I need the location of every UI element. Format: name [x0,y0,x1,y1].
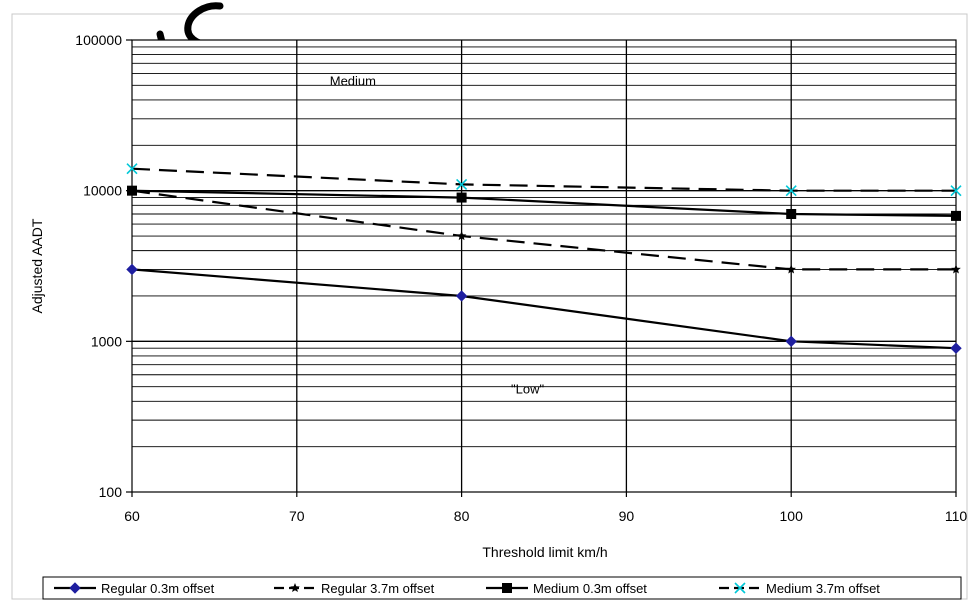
legend-label-4: Medium 3.7m offset [766,581,880,596]
legend-label-2: Regular 3.7m offset [321,581,435,596]
data-point-s3 [127,185,137,196]
data-point-s2 [456,231,467,241]
legend-marker-2 [290,583,300,592]
x-tick-label: 70 [289,508,305,524]
x-axis-title: Threshold limit km/h [482,544,607,560]
y-tick-label: 100 [99,484,123,500]
x-tick-label: 90 [619,508,635,524]
series-line-1 [131,268,957,350]
data-point-s1 [785,335,797,348]
data-point-s1 [950,342,962,354]
grid [126,39,957,497]
legend-marker-3 [502,583,512,593]
y-tick-label: 10000 [83,183,122,199]
annotation-label: Medium [330,73,376,88]
legend-label-3: Medium 0.3m offset [533,581,647,596]
legend-label-1: Regular 0.3m offset [101,581,215,596]
data-point-s4 [950,185,962,197]
series-lines [131,167,957,350]
data-point-s2 [786,264,796,274]
series-line-4 [131,167,956,192]
legend-marker-1 [69,582,81,594]
data-point-s4 [126,163,138,175]
data-point-s1 [126,263,138,276]
series-line-2 [131,189,956,271]
data-point-s3 [951,210,961,221]
legend: Regular 0.3m offset Regular 3.7m offset Me… [54,581,880,596]
data-point-s3 [786,209,797,220]
data-point-s3 [456,192,467,203]
tick-labels: 100 1000 10000 100000 60 70 80 90 100 110 [75,32,967,524]
plot-area [131,39,957,493]
y-axis-title: Adjusted AADT [29,218,45,313]
series-line-3 [131,189,957,217]
data-point-s4 [456,178,468,190]
x-tick-label: 60 [124,508,140,524]
x-tick-label: 80 [454,508,470,524]
x-tick-label: 110 [945,508,968,524]
data-point-s1 [455,290,468,302]
series-markers [126,163,962,354]
y-tick-label: 1000 [91,333,122,349]
annotation-label: "Low" [511,382,544,397]
y-tick-label: 100000 [75,32,122,48]
legend-marker-4 [734,582,746,594]
x-tick-label: 100 [780,508,804,524]
data-point-s4 [785,185,797,197]
data-point-s2 [951,264,961,274]
annotations: Medium "Low" [330,73,545,396]
